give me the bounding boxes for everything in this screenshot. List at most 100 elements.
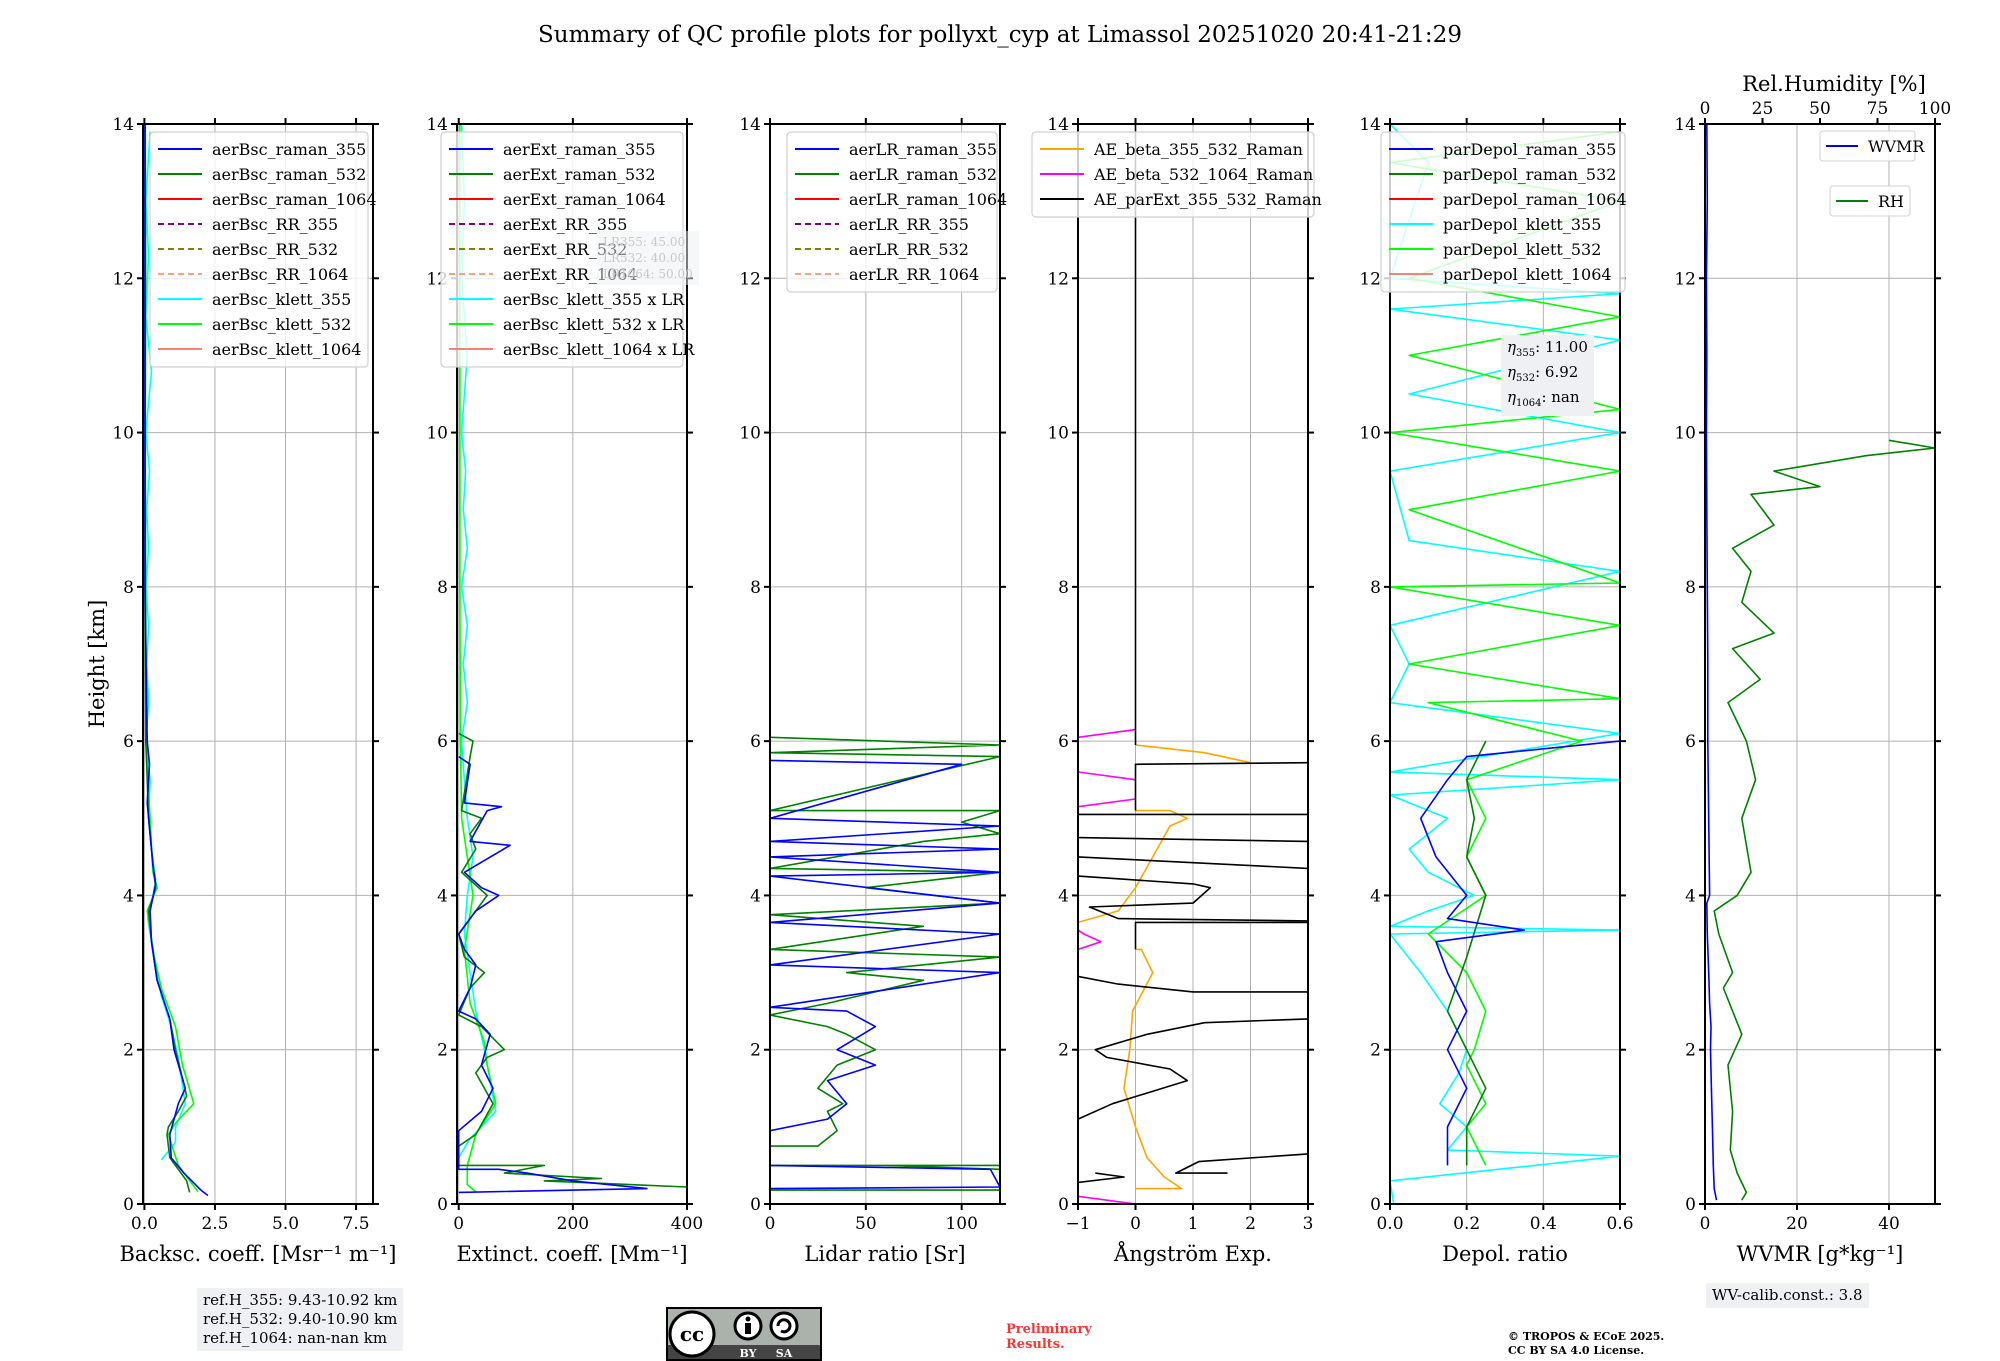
- legend-label: aerBsc_klett_532 x LR: [503, 315, 685, 334]
- y-tick-label: 2: [437, 1041, 448, 1061]
- y-tick-label: 14: [739, 115, 761, 135]
- y-tick-label: 10: [112, 424, 134, 444]
- series-aerExt_raman_355: [457, 755, 648, 1194]
- y-tick-label: 10: [1359, 424, 1381, 444]
- legend-label: aerBsc_RR_1064: [212, 265, 348, 284]
- series-AE_parExt_355_532_Raman: [1078, 1018, 1308, 1120]
- y-tick-label: 8: [1058, 578, 1069, 598]
- refH-355: ref.H_355: 9.43-10.92 km: [203, 1291, 398, 1309]
- x-tick-label: 0: [453, 1214, 464, 1234]
- preliminary-note: Preliminary Results.: [1006, 1322, 1092, 1352]
- series-aerLR_raman_355: [770, 759, 1000, 1190]
- series-AE_beta_532_1064_Raman: [1078, 728, 1136, 739]
- legend-label: AE_beta_355_532_Raman: [1093, 140, 1303, 159]
- legend-label: parDepol_klett_532: [1443, 240, 1601, 259]
- legend-label: aerBsc_raman_1064: [212, 190, 377, 209]
- legend-label: aerBsc_klett_355: [212, 290, 351, 309]
- y-tick-label: 14: [1359, 115, 1381, 135]
- x-axis-label: Lidar ratio [Sr]: [804, 1242, 965, 1266]
- y-tick-label: 14: [1047, 115, 1069, 135]
- lr-355: LR355: 45.00: [603, 235, 686, 249]
- y-tick-label: 14: [1674, 115, 1696, 135]
- svg-text:BY: BY: [740, 1347, 757, 1360]
- x-tick-label: 0.0: [1376, 1214, 1403, 1234]
- x-top-tick-label: 100: [1919, 99, 1951, 119]
- y-tick-label: 6: [123, 732, 134, 752]
- x-axis-label: Backsc. coeff. [Msr⁻¹ m⁻¹]: [120, 1242, 397, 1266]
- x-tick-label: 400: [671, 1214, 703, 1234]
- y-tick-label: 14: [112, 115, 134, 135]
- lr-1064: LR1064: 50.00: [603, 267, 693, 281]
- y-tick-label: 12: [1359, 269, 1381, 289]
- x-top-tick-label: 25: [1752, 99, 1774, 119]
- x-tick-label: 1: [1188, 1214, 1199, 1234]
- x-tick-label: 100: [945, 1214, 977, 1234]
- x-tick-label: 3: [1303, 1214, 1314, 1234]
- y-tick-label: 6: [437, 732, 448, 752]
- x-top-tick-label: 0: [1700, 99, 1711, 119]
- legend-label: aerLR_raman_532: [849, 165, 997, 184]
- x-tick-label: −1: [1065, 1214, 1090, 1234]
- legend-label: aerLR_raman_355: [849, 140, 997, 159]
- legend-label: aerExt_raman_532: [503, 165, 656, 184]
- series-RH: [1713, 439, 1935, 1201]
- x-tick-label: 0.6: [1606, 1214, 1633, 1234]
- x-axis-label: Depol. ratio: [1442, 1242, 1568, 1266]
- series-aerBsc_raman_355: [144, 124, 209, 1197]
- x-tick-label: 50: [855, 1214, 877, 1234]
- series-AE_parExt_355_532_Raman: [1078, 856, 1308, 870]
- y-tick-label: 8: [1370, 578, 1381, 598]
- y-tick-label: 6: [1370, 732, 1381, 752]
- y-tick-label: 10: [739, 424, 761, 444]
- series-AE_parExt_355_532_Raman: [1078, 1172, 1125, 1184]
- y-tick-label: 4: [437, 886, 448, 906]
- legend-label: aerExt_RR_532: [503, 240, 627, 259]
- y-tick-label: 2: [123, 1041, 134, 1061]
- y-tick-label: 2: [1685, 1041, 1696, 1061]
- legend-label: WVMR: [1868, 137, 1925, 156]
- series-parDepol_klett_532: [1390, 130, 1620, 1166]
- y-tick-label: 4: [1685, 886, 1696, 906]
- series-parDepol_klett_355: [1390, 124, 1620, 1204]
- y-tick-label: 10: [426, 424, 448, 444]
- legend: AE_beta_355_532_Raman AE_beta_532_1064_Ra…: [1031, 131, 1322, 218]
- legend-RH: RH: [1829, 185, 1911, 217]
- x-tick-label: 0.0: [131, 1214, 158, 1234]
- legend-label: aerBsc_klett_1064 x LR: [503, 340, 695, 359]
- y-tick-label: 10: [1674, 424, 1696, 444]
- y-tick-label: 4: [1058, 886, 1069, 906]
- y-tick-label: 10: [1047, 424, 1069, 444]
- y-tick-label: 4: [750, 886, 761, 906]
- legend-label: parDepol_klett_355: [1443, 215, 1601, 234]
- x-tick-label: 2: [1245, 1214, 1256, 1234]
- wv-calib-box: WV-calib.const.: 3.8: [1706, 1283, 1869, 1308]
- y-tick-label: 4: [1370, 886, 1381, 906]
- y-tick-label: 12: [739, 269, 761, 289]
- series-AE_parExt_355_532_Raman: [1134, 921, 1308, 950]
- legend-label: parDepol_raman_355: [1443, 140, 1616, 159]
- cc-icon: [668, 1310, 716, 1358]
- svg-text:cc: cc: [680, 1322, 704, 1346]
- x-top-tick-label: 50: [1809, 99, 1831, 119]
- y-tick-label: 6: [1058, 732, 1069, 752]
- eta-box: η355: 11.00 η532: 6.92 η1064: nan: [1501, 335, 1594, 416]
- legend-label: parDepol_raman_1064: [1443, 190, 1627, 209]
- y-tick-label: 12: [1674, 269, 1696, 289]
- y-tick-label: 12: [1047, 269, 1069, 289]
- x-tick-label: 0.2: [1453, 1214, 1480, 1234]
- x-top-tick-label: 75: [1867, 99, 1889, 119]
- series-WVMR: [1705, 124, 1718, 1201]
- figure-title: Summary of QC profile plots for pollyxt_…: [538, 22, 1462, 48]
- legend-label: aerBsc_klett_1064: [212, 340, 361, 359]
- legend-label: aerBsc_RR_532: [212, 240, 338, 259]
- y-tick-label: 6: [750, 732, 761, 752]
- series-AE_beta_532_1064_Raman: [1078, 1195, 1136, 1204]
- series-AE_parExt_355_532_Raman: [1175, 1153, 1308, 1174]
- y-tick-label: 0: [437, 1195, 448, 1215]
- legend-label: aerBsc_raman_532: [212, 165, 366, 184]
- x-tick-label: 0: [1700, 1214, 1711, 1234]
